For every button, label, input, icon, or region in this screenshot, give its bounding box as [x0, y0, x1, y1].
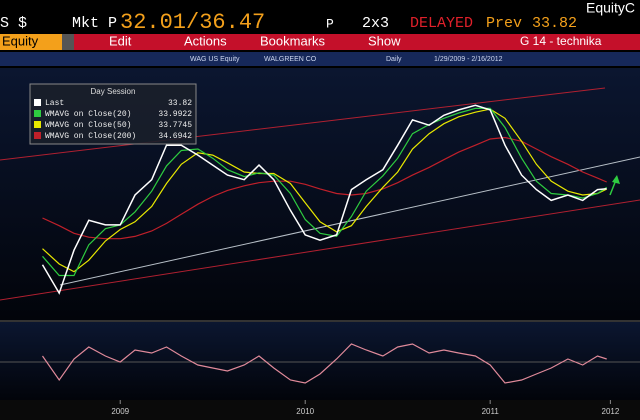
- legend-swatch: [34, 121, 41, 128]
- legend-swatch: [34, 99, 41, 106]
- legend-value: 33.9922: [158, 110, 192, 119]
- legend-label: WMAVG on Close(200): [45, 132, 136, 141]
- prev-label: Prev: [486, 15, 522, 32]
- legend-value: 33.7745: [158, 121, 192, 130]
- corner-label: EquityC: [586, 0, 635, 16]
- period: Daily: [386, 56, 402, 63]
- x-axis-band: [0, 400, 640, 420]
- quote: 32.01/36.47: [120, 10, 265, 35]
- prev-value: 33.82: [532, 15, 577, 32]
- series-line: [41, 104, 607, 295]
- x-tick-label: 2012: [602, 407, 620, 416]
- size: 2x3: [362, 15, 389, 32]
- series-line: [42, 136, 607, 240]
- legend-label: WMAVG on Close(20): [45, 110, 131, 119]
- currency: S $: [0, 15, 27, 32]
- security-name: WALGREEN CO: [264, 56, 317, 63]
- corner-box: [584, 0, 640, 18]
- legend-box: [29, 83, 197, 145]
- legend: Last 33.82 WMAVG on Close(20) 33.9922 WMAVG …: [34, 99, 192, 141]
- menu-bar: [0, 34, 640, 50]
- header-bar: [0, 0, 640, 32]
- menu-item[interactable]: Bookmarks: [260, 33, 326, 48]
- x-tick-label: 2011: [482, 407, 500, 416]
- menu-item[interactable]: Actions: [184, 33, 227, 48]
- legend-value: 34.6942: [158, 132, 192, 141]
- series-line: [42, 107, 608, 277]
- date-range: 1/29/2009 - 2/16/2012: [434, 56, 503, 63]
- info-bar: [0, 52, 640, 66]
- security-box[interactable]: [0, 34, 62, 50]
- mkt-label: Mkt P: [72, 15, 117, 32]
- trend-line: [0, 87, 606, 161]
- dropdown[interactable]: [62, 34, 74, 50]
- legend-value: 33.82: [168, 99, 192, 108]
- trend-line: [59, 156, 640, 286]
- oscillator-panel: [0, 322, 640, 400]
- trend-line: [0, 199, 640, 301]
- x-tick-label: 2009: [111, 407, 129, 416]
- series-line: [42, 108, 607, 273]
- ticker: WAG US Equity: [190, 56, 240, 63]
- legend-swatch: [34, 110, 41, 117]
- x-tick-label: 2010: [296, 407, 314, 416]
- arrow-head: [612, 175, 620, 184]
- legend-title: Day Session: [91, 87, 136, 96]
- series-line: [42, 343, 607, 384]
- legend-label: WMAVG on Close(50): [45, 121, 131, 130]
- quote-suffix: P: [326, 16, 334, 31]
- legend-swatch: [34, 132, 41, 139]
- security[interactable]: Equity: [2, 33, 39, 48]
- menu-item[interactable]: Edit: [109, 33, 132, 48]
- status: DELAYED: [410, 15, 473, 32]
- menu-item[interactable]: Show: [368, 33, 401, 48]
- legend-label: Last: [45, 99, 64, 108]
- screen-name: G 14 - technika: [520, 34, 602, 48]
- plot: 2009 2010 2011 2012: [0, 104, 640, 416]
